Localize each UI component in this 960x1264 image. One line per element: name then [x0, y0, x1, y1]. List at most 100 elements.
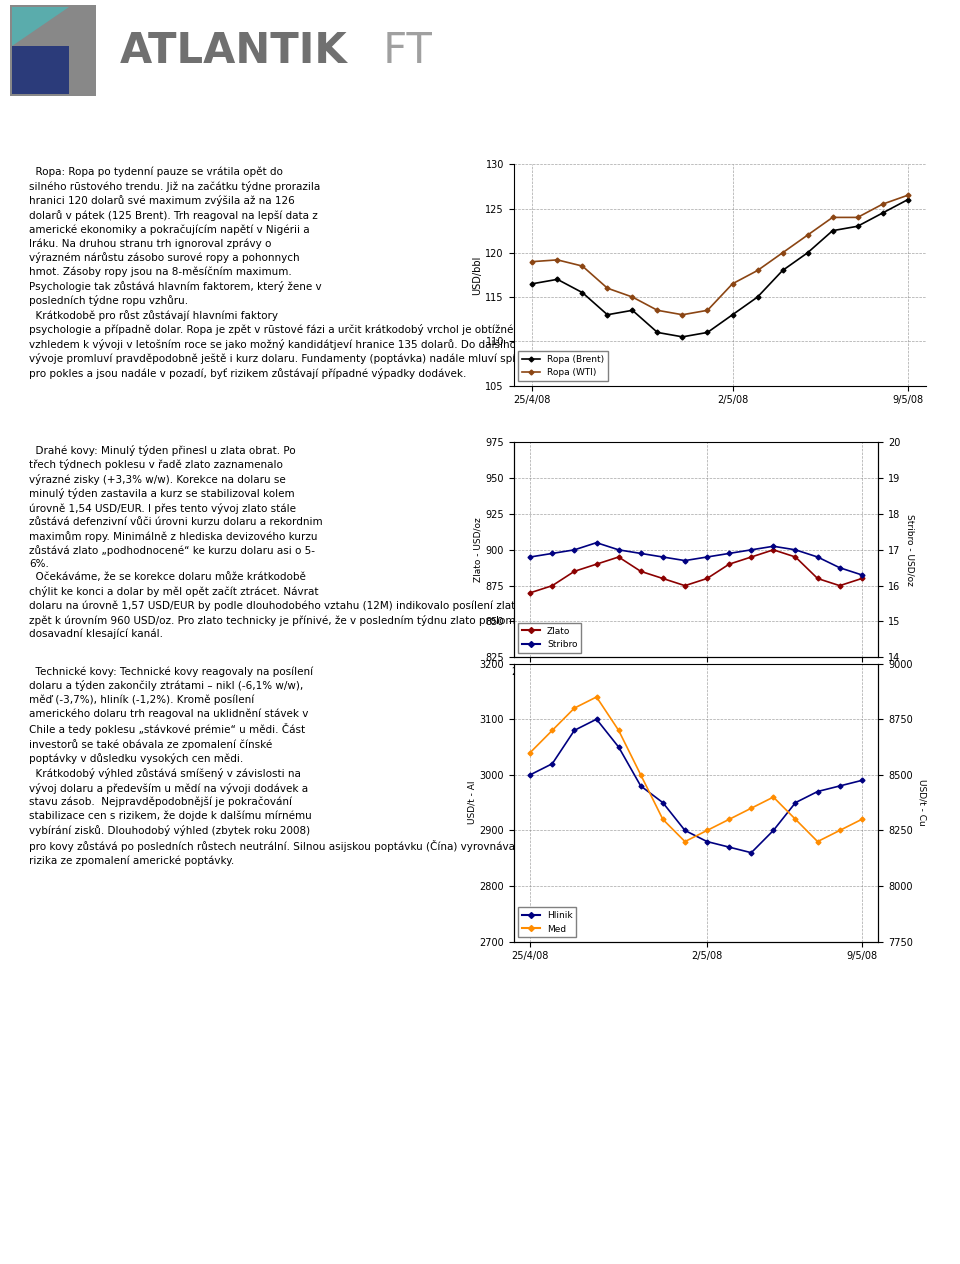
Hlinik — [834, 779, 846, 794]
Text: Technické kovy: Technické kovy reagovaly na posílení
dolaru a týden zakončily zt: Technické kovy: Technické kovy reagovaly… — [29, 666, 520, 866]
Stribro — [546, 546, 558, 561]
Y-axis label: USD/t - Cu: USD/t - Cu — [918, 780, 927, 825]
Ropa (WTI) — [827, 210, 838, 225]
Med — [768, 790, 780, 805]
Ropa (Brent) — [876, 206, 888, 221]
Hlinik — [856, 772, 868, 787]
Ropa (Brent) — [602, 307, 613, 322]
Ropa (WTI) — [727, 277, 738, 292]
Zlato — [834, 578, 846, 593]
Med — [657, 811, 668, 827]
Line: Zlato: Zlato — [528, 549, 864, 594]
Med — [679, 834, 690, 849]
Y-axis label: Stribro - USD/oz: Stribro - USD/oz — [905, 514, 914, 585]
Ropa (WTI) — [777, 245, 788, 260]
Ropa (WTI) — [602, 281, 613, 296]
Med — [834, 823, 846, 838]
Ropa (WTI) — [677, 307, 688, 322]
Hlinik — [702, 834, 713, 849]
Ropa (WTI) — [802, 228, 813, 243]
Hlinik — [746, 846, 757, 861]
Ropa (WTI) — [752, 263, 763, 278]
Y-axis label: USD/bbl: USD/bbl — [472, 255, 483, 295]
Stribro — [635, 546, 646, 561]
Ropa (Brent) — [901, 192, 913, 207]
Zlato — [724, 556, 735, 571]
Ropa (WTI) — [552, 253, 564, 268]
Med — [790, 811, 802, 827]
Zlato — [612, 550, 624, 565]
Ropa (WTI) — [702, 303, 713, 319]
Ropa (WTI) — [577, 259, 588, 274]
Zlato — [568, 564, 580, 579]
Hlinik — [768, 823, 780, 838]
Line: Ropa (Brent): Ropa (Brent) — [531, 198, 909, 339]
Zlato — [635, 564, 646, 579]
Text: Ropa: Ropa po tydenní pauze se vrátila opět do
silného rūstového trendu. Již na : Ropa: Ropa po tydenní pauze se vrátila o… — [29, 167, 536, 379]
Med — [856, 811, 868, 827]
Zlato — [702, 571, 713, 586]
Hlinik — [812, 784, 824, 799]
Ropa (Brent) — [677, 330, 688, 345]
Legend: Zlato, Stribro: Zlato, Stribro — [518, 623, 581, 652]
Med — [546, 723, 558, 738]
Ropa (WTI) — [527, 254, 539, 269]
Ropa (Brent) — [652, 325, 663, 340]
Ropa (Brent) — [727, 307, 738, 322]
Stribro — [746, 542, 757, 557]
Stribro — [568, 542, 580, 557]
Zlato — [524, 585, 536, 600]
Ropa (Brent) — [852, 219, 863, 234]
Ropa (Brent) — [777, 263, 788, 278]
Ropa (Brent) — [577, 286, 588, 301]
Hlinik — [679, 823, 690, 838]
Stribro — [657, 550, 668, 565]
Stribro — [590, 535, 602, 550]
Hlinik — [657, 795, 668, 810]
Legend: Hlinik, Med: Hlinik, Med — [518, 908, 576, 937]
Med — [635, 767, 646, 782]
Ropa (WTI) — [876, 196, 888, 211]
Hlinik — [546, 756, 558, 771]
Text: Energie: Energie — [442, 133, 518, 152]
Zlato — [790, 550, 802, 565]
Zlato — [856, 571, 868, 586]
Zlato — [590, 556, 602, 571]
Med — [524, 744, 536, 760]
Line: Hlinik: Hlinik — [528, 718, 864, 854]
Line: Stribro: Stribro — [528, 541, 864, 576]
Legend: Ropa (Brent), Ropa (WTI): Ropa (Brent), Ropa (WTI) — [518, 351, 608, 380]
Zlato — [768, 542, 780, 557]
Hlinik — [612, 739, 624, 755]
Hlinik — [590, 712, 602, 727]
Y-axis label: USD/t - Al: USD/t - Al — [468, 781, 476, 824]
Stribro — [856, 568, 868, 583]
Ropa (WTI) — [901, 187, 913, 202]
Ropa (Brent) — [552, 272, 564, 287]
Zlato — [812, 571, 824, 586]
Zlato — [657, 571, 668, 586]
Ropa (Brent) — [752, 289, 763, 305]
Stribro — [724, 546, 735, 561]
Ropa (Brent) — [702, 325, 713, 340]
Ropa (Brent) — [627, 303, 638, 319]
Stribro — [524, 550, 536, 565]
Med — [812, 834, 824, 849]
Stribro — [702, 550, 713, 565]
Stribro — [679, 552, 690, 568]
Stribro — [790, 542, 802, 557]
Ropa (Brent) — [527, 277, 539, 292]
Text: Drahé kovy: Minulý týden přinesl u zlata obrat. Po
třech týdnech poklesu v řadě : Drahé kovy: Minulý týden přinesl u zlata… — [29, 445, 528, 640]
Text: FT: FT — [370, 29, 431, 72]
Hlinik — [524, 767, 536, 782]
Ropa (Brent) — [802, 245, 813, 260]
Med — [746, 800, 757, 815]
Stribro — [834, 560, 846, 575]
Ropa (WTI) — [852, 210, 863, 225]
Hlinik — [724, 839, 735, 854]
Ropa (WTI) — [652, 303, 663, 319]
Med — [590, 689, 602, 704]
Polygon shape — [12, 46, 69, 94]
Line: Med: Med — [528, 695, 864, 843]
Zlato — [679, 578, 690, 593]
